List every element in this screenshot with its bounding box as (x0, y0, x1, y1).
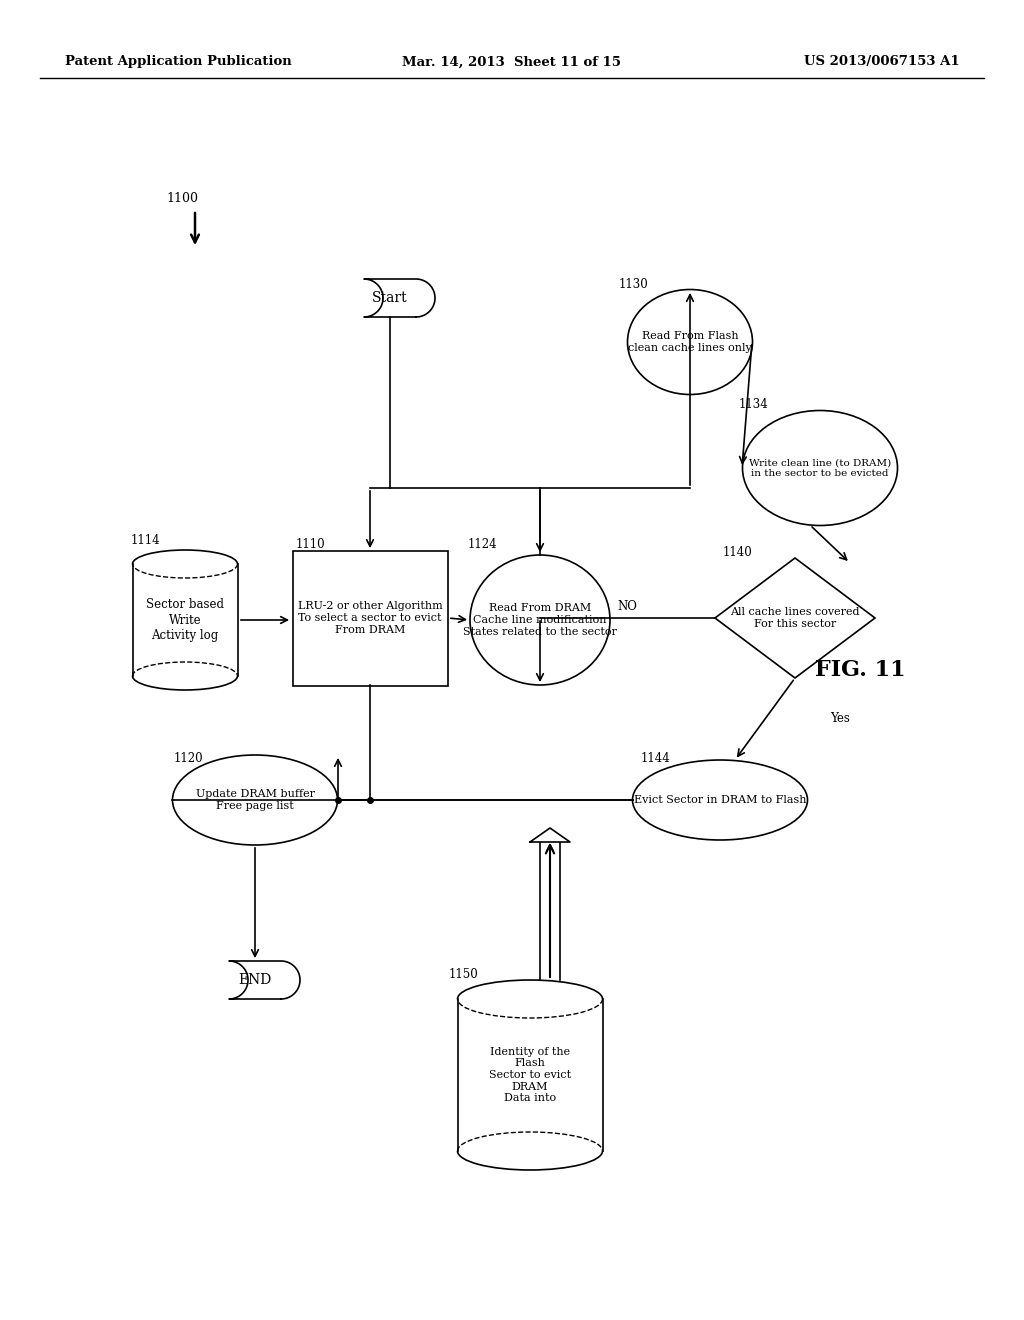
Text: 1130: 1130 (618, 279, 648, 292)
Text: Update DRAM buffer
Free page list: Update DRAM buffer Free page list (196, 789, 314, 810)
Text: Start: Start (372, 290, 408, 305)
Polygon shape (715, 558, 874, 678)
Text: 1114: 1114 (130, 533, 160, 546)
Text: 1134: 1134 (738, 399, 768, 412)
Polygon shape (540, 830, 560, 842)
Text: Patent Application Publication: Patent Application Publication (65, 55, 292, 69)
Text: 1100: 1100 (166, 191, 198, 205)
Text: NO: NO (617, 599, 637, 612)
Text: Write clean line (to DRAM)
in the sector to be evicted: Write clean line (to DRAM) in the sector… (749, 458, 891, 478)
Text: Evict Sector in DRAM to Flash: Evict Sector in DRAM to Flash (634, 795, 806, 805)
Text: Mar. 14, 2013  Sheet 11 of 15: Mar. 14, 2013 Sheet 11 of 15 (402, 55, 622, 69)
Text: Identity of the
Flash
Sector to evict
DRAM
Data into: Identity of the Flash Sector to evict DR… (488, 1047, 571, 1104)
Text: Read From DRAM
Cache line modification
States related to the sector: Read From DRAM Cache line modification S… (463, 603, 616, 636)
Text: LRU-2 or other Algorithm
To select a sector to evict
From DRAM: LRU-2 or other Algorithm To select a sec… (298, 602, 442, 635)
Text: 1144: 1144 (640, 751, 670, 764)
Ellipse shape (628, 289, 753, 395)
Ellipse shape (172, 755, 338, 845)
Polygon shape (530, 828, 570, 842)
Text: 1150: 1150 (449, 969, 478, 982)
Text: 1124: 1124 (467, 539, 497, 552)
Ellipse shape (470, 554, 610, 685)
Bar (458, 999, 602, 1151)
Text: FIG. 11: FIG. 11 (815, 659, 905, 681)
Text: Sector based
Write
Activity log: Sector based Write Activity log (146, 598, 224, 642)
Text: Yes: Yes (830, 713, 850, 726)
Ellipse shape (742, 411, 897, 525)
Text: Read From Flash
clean cache lines only: Read From Flash clean cache lines only (628, 331, 752, 352)
Ellipse shape (633, 760, 808, 840)
Text: 1120: 1120 (173, 751, 203, 764)
Text: 1140: 1140 (722, 546, 752, 560)
Bar (132, 564, 238, 676)
Text: US 2013/0067153 A1: US 2013/0067153 A1 (805, 55, 961, 69)
Text: END: END (239, 973, 271, 987)
Polygon shape (229, 961, 300, 999)
Polygon shape (364, 279, 435, 317)
Bar (293, 550, 447, 685)
Text: 1110: 1110 (295, 539, 325, 552)
Text: All cache lines covered
For this sector: All cache lines covered For this sector (730, 607, 860, 628)
